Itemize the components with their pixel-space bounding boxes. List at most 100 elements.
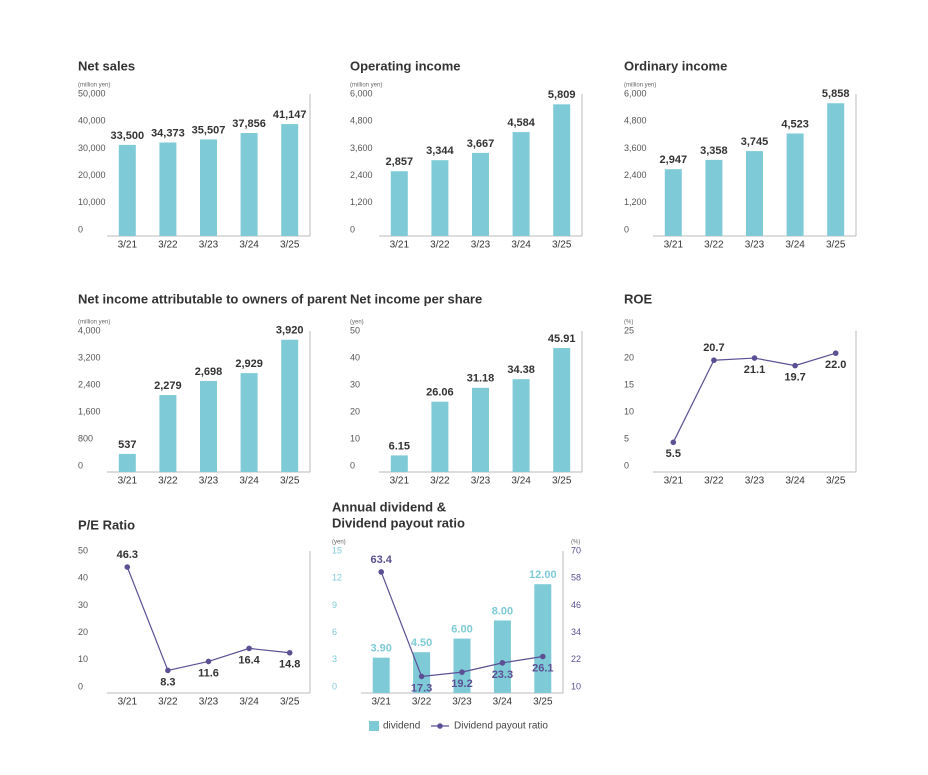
data-label: 2,947 (660, 154, 688, 166)
bar (534, 584, 552, 693)
data-label: 21.1 (744, 364, 765, 376)
x-tick-label: 3/25 (826, 476, 846, 487)
x-tick-label: 3/21 (118, 697, 138, 708)
data-label: 3,344 (426, 145, 454, 157)
y-tick-label: 3,600 (350, 143, 373, 153)
y-tick-label: 40 (78, 573, 88, 583)
y-tick-label: 0 (624, 460, 629, 470)
data-label: 5.5 (666, 448, 681, 460)
x-tick-label: 3/23 (199, 697, 219, 708)
y-tick-label: 9 (332, 600, 337, 610)
data-label: 26.1 (532, 662, 553, 674)
legend-swatch (437, 723, 443, 729)
y-tick-label: 20 (78, 627, 88, 637)
data-label: 6.15 (389, 440, 410, 452)
x-tick-label: 3/21 (390, 240, 410, 251)
y2-tick-label: 46 (571, 600, 581, 610)
y-tick-label: 15 (624, 379, 634, 389)
bar (281, 124, 299, 236)
data-label: 46.3 (117, 549, 138, 561)
y-tick-label: 0 (78, 681, 83, 691)
y-tick-label: 25 (624, 325, 634, 335)
bar (159, 142, 177, 236)
data-label: 2,857 (386, 156, 414, 168)
bar (390, 455, 408, 472)
y-tick-label: 50 (350, 325, 360, 335)
axis-unit: (million yen) (350, 83, 382, 89)
y2-tick-label: 70 (571, 545, 581, 555)
y-tick-label: 3,600 (624, 143, 647, 153)
y-tick-label: 5 (624, 433, 629, 443)
data-label: 4,584 (507, 117, 535, 129)
bar (553, 348, 571, 472)
x-tick-label: 3/24 (511, 476, 531, 487)
y-tick-label: 3,200 (78, 352, 101, 362)
bar (240, 373, 258, 472)
axis-unit: (%) (571, 540, 580, 546)
chart-title: Ordinary income (624, 58, 727, 73)
y-tick-label: 800 (78, 433, 93, 443)
x-tick-label: 3/22 (158, 476, 178, 487)
y-tick-label: 20,000 (78, 170, 106, 180)
data-label: 3,667 (467, 138, 495, 150)
x-tick-label: 3/24 (239, 697, 259, 708)
data-label: 4,523 (781, 118, 809, 130)
data-label: 3,358 (700, 145, 728, 157)
axis-unit: (million yen) (78, 320, 110, 326)
marker (165, 667, 171, 674)
data-label: 5,858 (822, 88, 850, 100)
marker (832, 350, 839, 357)
marker (124, 564, 131, 570)
axis-unit: (yen) (332, 540, 346, 546)
data-label: 41,147 (273, 109, 307, 121)
y2-tick-label: 22 (571, 654, 581, 664)
y-tick-label: 6,000 (624, 88, 647, 98)
x-tick-label: 3/23 (745, 240, 765, 251)
bar (200, 380, 217, 472)
bar (705, 159, 723, 236)
chart-title: Operating income (350, 58, 461, 73)
y-tick-label: 2,400 (624, 170, 647, 180)
y2-tick-label: 10 (571, 681, 581, 691)
y-tick-label: 10 (624, 406, 634, 416)
chart-title: Net sales (78, 58, 135, 73)
legend-swatch (369, 721, 379, 731)
bar (746, 151, 763, 236)
chart-title: Dividend payout ratio (332, 515, 465, 530)
data-label: 4.50 (411, 637, 432, 649)
y-tick-label: 40,000 (78, 116, 106, 126)
chart-title: Net income attributable to owners of par… (78, 291, 347, 306)
chart-title: Annual dividend & (332, 499, 446, 514)
y2-tick-label: 58 (571, 573, 581, 583)
data-label: 31.18 (467, 373, 495, 385)
bar (786, 133, 804, 236)
x-tick-label: 3/21 (118, 476, 138, 487)
x-tick-label: 3/23 (452, 697, 472, 708)
y-tick-label: 12 (332, 573, 342, 583)
y-tick-label: 0 (78, 460, 83, 470)
bar (453, 638, 471, 693)
y-tick-label: 30 (350, 379, 360, 389)
x-tick-label: 3/24 (511, 240, 531, 251)
bar (553, 104, 571, 236)
bar (118, 453, 136, 472)
x-tick-label: 3/24 (239, 476, 259, 487)
data-label: 12.00 (529, 569, 557, 581)
y-tick-label: 1,200 (350, 197, 373, 207)
x-tick-label: 3/21 (664, 240, 684, 251)
data-label: 34.38 (507, 364, 535, 376)
marker (711, 357, 717, 364)
data-label: 33,500 (110, 130, 144, 142)
x-tick-label: 3/22 (158, 240, 178, 251)
x-tick-label: 3/24 (493, 697, 513, 708)
bar (827, 103, 845, 237)
bar (472, 387, 489, 472)
y-tick-label: 40 (350, 352, 360, 362)
x-tick-label: 3/24 (785, 240, 805, 251)
data-label: 5,809 (548, 89, 576, 101)
x-tick-label: 3/22 (704, 476, 724, 487)
x-tick-label: 3/25 (280, 697, 300, 708)
data-label: 23.3 (492, 669, 513, 681)
x-tick-label: 3/24 (785, 476, 805, 487)
